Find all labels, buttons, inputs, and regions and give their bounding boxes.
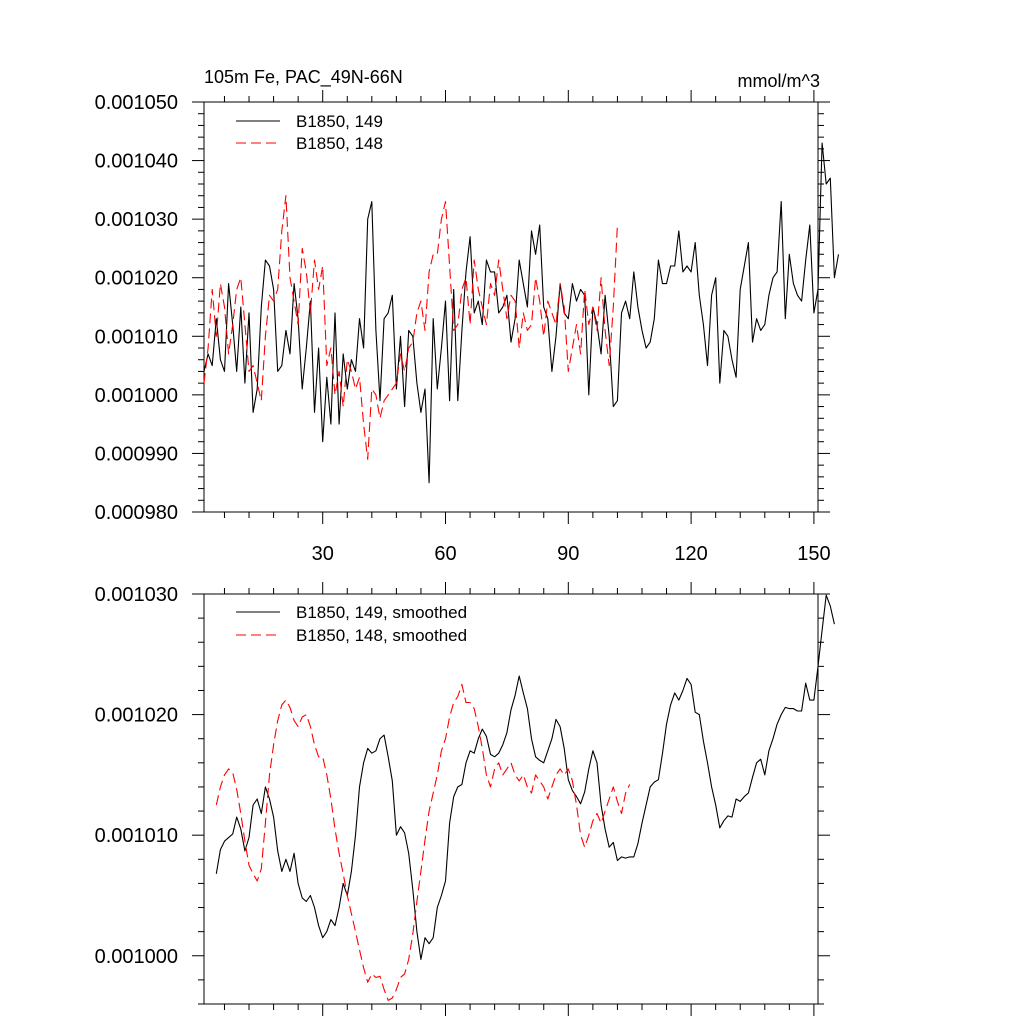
- x-tick-label: 90: [557, 543, 579, 565]
- bottom-chart-panel: 0.001000 0.001010 0.001020 0.001030 B1850, …: [95, 582, 835, 1016]
- y-tick-label: 0.001020: [95, 705, 178, 727]
- top-x-tick-labels: 30 60 90 120 150: [312, 543, 831, 565]
- series-line-148: [215, 683, 631, 1001]
- y-tick-label: 0.001000: [95, 385, 178, 407]
- legend-label-148: B1850, 148: [296, 134, 383, 153]
- top-y-tick-labels: 0.000980 0.000990 0.001000 0.001010 0.001020…: [95, 92, 178, 524]
- units-label: mmol/m^3: [738, 71, 820, 91]
- legend-label-149: B1850, 149: [296, 112, 383, 131]
- x-tick-label: 120: [674, 543, 707, 565]
- top-axis-ticks: [192, 90, 830, 524]
- y-tick-label: 0.001010: [95, 825, 178, 847]
- y-tick-label: 0.001050: [95, 92, 178, 114]
- series-line-148: [203, 195, 618, 460]
- y-tick-label: 0.001030: [95, 209, 178, 231]
- series-line-149: [215, 594, 835, 960]
- y-tick-label: 0.000980: [95, 502, 178, 524]
- y-tick-label: 0.001000: [95, 946, 178, 968]
- y-tick-label: 0.001040: [95, 151, 178, 173]
- x-tick-label: 150: [797, 543, 830, 565]
- bottom-legend: B1850, 149, smoothed B1850, 148, smoothe…: [236, 603, 467, 645]
- top-series-group: [203, 142, 840, 484]
- top-legend: B1850, 149 B1850, 148: [236, 112, 383, 153]
- bottom-y-tick-labels: 0.001000 0.001010 0.001020 0.001030: [95, 584, 178, 968]
- y-tick-label: 0.001030: [95, 584, 178, 606]
- bottom-plot-frame: [203, 593, 819, 1005]
- top-plot-frame: [203, 101, 819, 513]
- x-tick-label: 60: [434, 543, 456, 565]
- top-chart-panel: 30 60 90 120 150 0.0009800.0009900.0010000.0…: [95, 90, 840, 565]
- bottom-axis-ticks: [192, 582, 830, 1016]
- legend-label-148-smoothed: B1850, 148, smoothed: [296, 626, 467, 645]
- bottom-series-group: [215, 594, 835, 1001]
- chart-title: 105m Fe, PAC_49N-66N: [204, 67, 403, 88]
- legend-label-149-smoothed: B1850, 149, smoothed: [296, 603, 467, 622]
- y-tick-label: 0.000990: [95, 443, 178, 465]
- y-tick-label: 0.001020: [95, 268, 178, 290]
- x-tick-label: 30: [312, 543, 334, 565]
- y-tick-label: 0.001010: [95, 326, 178, 348]
